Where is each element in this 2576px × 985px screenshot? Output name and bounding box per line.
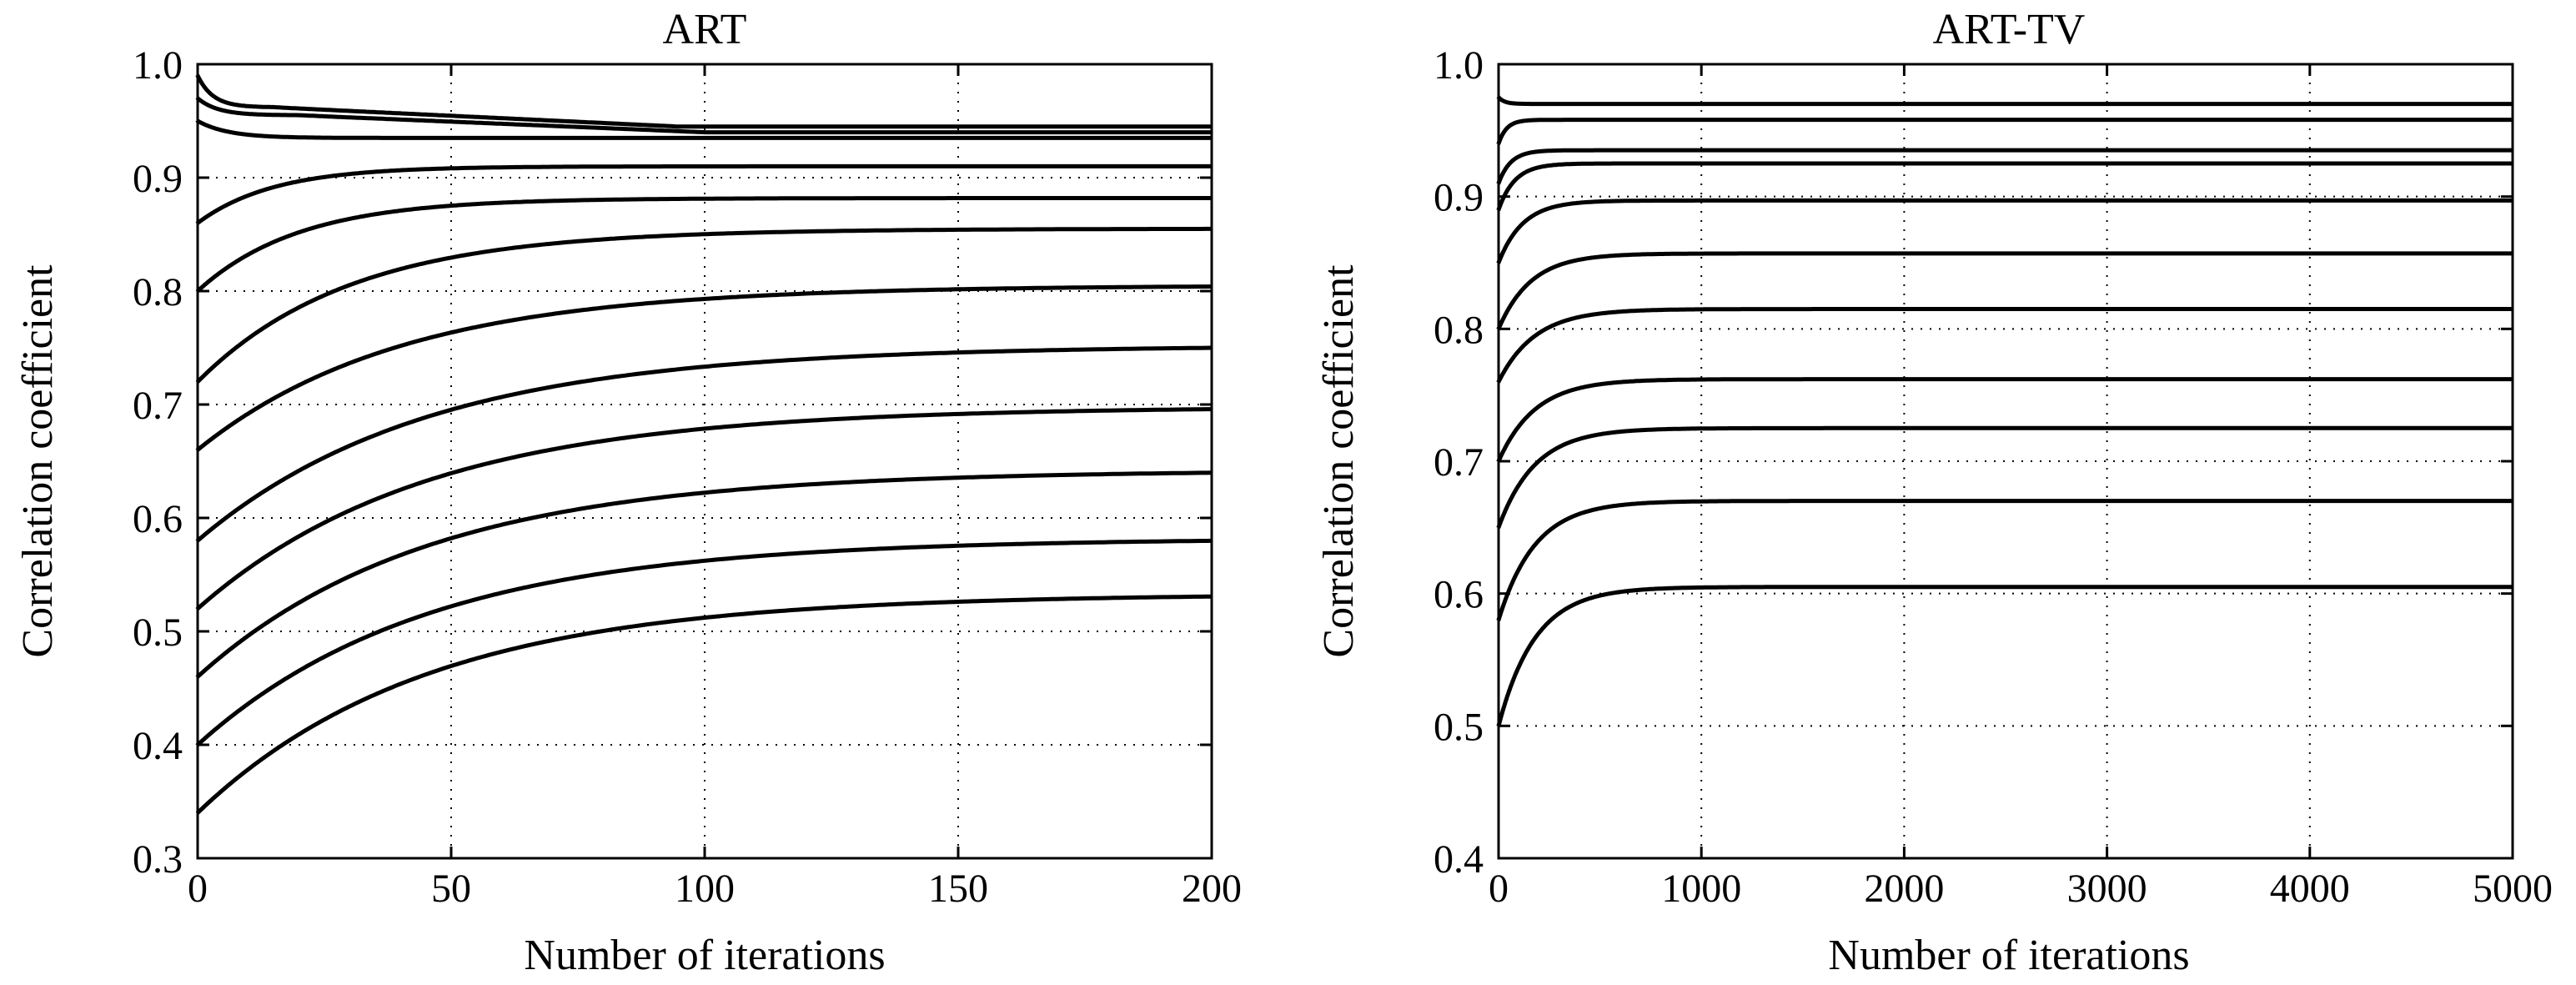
series-line (195, 345, 1213, 543)
series-line (1496, 499, 2513, 622)
y-tick-label: 0.6 (133, 497, 183, 541)
tick-group: 0 1000 2000 3000 4000 5000 0.4 0.5 0.6 0.7 0.8 0.9 1… (1434, 43, 2553, 911)
series-line (195, 538, 1213, 747)
x-tick-label: 150 (928, 867, 988, 911)
x-tick-label: 5000 (2473, 867, 2553, 911)
series-line (195, 96, 1212, 135)
series-line (1496, 307, 2513, 384)
chart-art: ART 0 50 100 150 200 0.3 0.4 0.5 0.6 0.7 0.8 0.9 1.0… (14, 6, 1242, 979)
series-group (195, 73, 1213, 815)
x-tick-label: 1000 (1661, 867, 1741, 911)
series-line (1496, 198, 2513, 265)
y-axis-label: Correlation coefficient (14, 264, 62, 658)
x-tick-label: 3000 (2067, 867, 2147, 911)
series-line (1496, 161, 2513, 212)
series-line (1496, 118, 2513, 146)
x-axis-label: Number of iterations (1828, 932, 2189, 979)
grid-lines (1499, 64, 2513, 858)
y-tick-label: 0.4 (133, 724, 183, 768)
x-tick-label: 0 (1489, 867, 1509, 911)
x-tick-label: 2000 (1864, 867, 1944, 911)
series-line (1496, 585, 2513, 728)
series-line (195, 196, 1212, 294)
series-line (195, 163, 1212, 225)
x-axis-label: Number of iterations (524, 932, 885, 979)
x-tick-label: 50 (431, 867, 471, 911)
series-line (195, 470, 1213, 679)
y-tick-label: 0.7 (1434, 440, 1484, 485)
grid-lines (198, 64, 1212, 858)
y-tick-label: 0.8 (133, 270, 183, 314)
x-tick-label: 4000 (2270, 867, 2350, 911)
y-tick-label: 1.0 (1434, 43, 1484, 88)
x-tick-label: 200 (1182, 867, 1242, 911)
series-line (1496, 95, 2513, 107)
series-line (1496, 148, 2513, 186)
y-tick-label: 0.7 (133, 384, 183, 428)
y-tick-label: 1.0 (133, 43, 183, 88)
series-line (195, 407, 1212, 611)
y-tick-label: 0.5 (133, 611, 183, 655)
series-line (195, 73, 1212, 129)
plot-frame (196, 63, 1213, 860)
series-group (1496, 95, 2513, 728)
y-tick-label: 0.4 (1434, 837, 1484, 882)
series-line (195, 226, 1212, 384)
y-tick-label: 0.5 (1434, 705, 1484, 749)
plot-frame (1497, 63, 2514, 860)
y-tick-label: 0.8 (1434, 308, 1484, 352)
y-tick-label: 0.3 (133, 837, 183, 882)
series-line (195, 594, 1213, 815)
y-tick-label: 0.9 (133, 157, 183, 201)
x-tick-label: 100 (675, 867, 735, 911)
series-line (1496, 251, 2513, 331)
y-tick-label: 0.6 (1434, 573, 1484, 617)
chart-art-tv: ART-TV 0 1000 2000 3000 4000 5000 0.4 0.5 0.6 0.7… (1315, 6, 2553, 979)
series-line (1496, 425, 2513, 530)
series-line (195, 284, 1213, 452)
series-line (1496, 377, 2513, 464)
chart-title: ART (663, 6, 747, 53)
x-tick-label: 0 (188, 867, 208, 911)
series-line (195, 118, 1212, 140)
chart-title: ART-TV (1933, 6, 2086, 53)
tick-group: 0 50 100 150 200 0.3 0.4 0.5 0.6 0.7 0.8 0.9 1.0 (133, 43, 1242, 911)
y-axis-label: Correlation coefficient (1315, 264, 1363, 658)
y-tick-label: 0.9 (1434, 176, 1484, 220)
